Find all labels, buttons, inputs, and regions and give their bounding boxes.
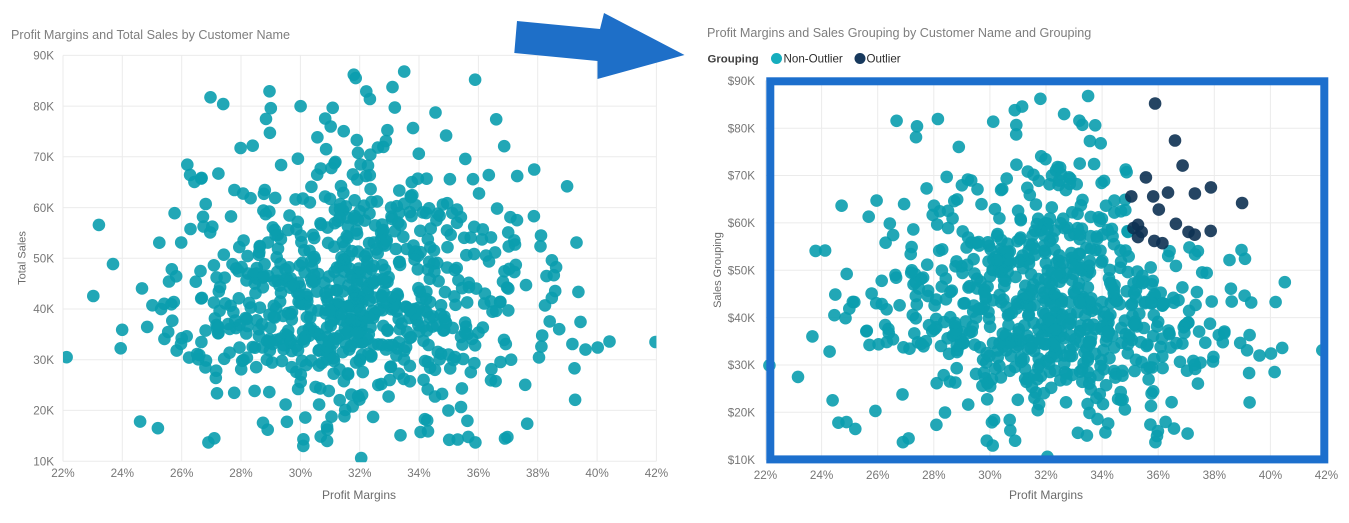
svg-text:20K: 20K [33,405,54,418]
svg-text:$70K: $70K [728,170,756,183]
svg-text:42%: 42% [645,467,668,480]
svg-text:32%: 32% [348,467,371,480]
svg-text:$90K: $90K [728,75,756,88]
svg-text:50K: 50K [33,253,54,266]
svg-text:Profit Margins: Profit Margins [322,488,396,502]
svg-text:Grouping: Grouping [708,54,759,66]
svg-text:30%: 30% [289,467,312,480]
svg-text:$20K: $20K [728,407,756,420]
svg-text:24%: 24% [810,469,833,482]
svg-text:26%: 26% [866,469,889,482]
svg-text:42%: 42% [1315,469,1338,482]
svg-text:24%: 24% [111,467,134,480]
svg-text:60K: 60K [33,202,54,215]
svg-text:Outlier: Outlier [867,53,901,66]
svg-text:36%: 36% [1146,469,1169,482]
svg-text:$40K: $40K [728,312,756,325]
svg-text:28%: 28% [922,469,945,482]
svg-text:30%: 30% [978,469,1001,482]
svg-text:32%: 32% [1034,469,1057,482]
svg-text:28%: 28% [229,467,252,480]
svg-text:36%: 36% [467,467,490,480]
svg-text:26%: 26% [170,467,193,480]
svg-text:22%: 22% [51,467,74,480]
svg-text:$50K: $50K [728,264,756,277]
svg-text:Total Sales: Total Sales [17,231,29,285]
svg-text:40K: 40K [33,303,54,316]
svg-text:$80K: $80K [728,122,756,135]
svg-text:70K: 70K [33,151,54,164]
svg-text:Profit Margins and Total Sales: Profit Margins and Total Sales by Custom… [11,28,290,42]
svg-text:Profit Margins: Profit Margins [1009,488,1083,502]
svg-text:10K: 10K [33,455,54,468]
svg-text:$10K: $10K [728,454,756,467]
svg-text:30K: 30K [33,354,54,367]
svg-text:40%: 40% [585,467,608,480]
svg-text:34%: 34% [407,467,430,480]
svg-text:80K: 80K [33,100,54,113]
svg-text:90K: 90K [33,50,54,63]
svg-text:Non-Outlier: Non-Outlier [784,53,843,66]
svg-text:22%: 22% [754,469,777,482]
svg-text:Sales Grouping: Sales Grouping [712,232,724,308]
svg-text:$30K: $30K [728,359,756,372]
svg-text:38%: 38% [1203,469,1226,482]
svg-text:38%: 38% [526,467,549,480]
svg-text:$60K: $60K [728,217,756,230]
svg-text:34%: 34% [1090,469,1113,482]
svg-text:Profit Margins and Sales Group: Profit Margins and Sales Grouping by Cus… [707,26,1091,40]
svg-text:40%: 40% [1259,469,1282,482]
